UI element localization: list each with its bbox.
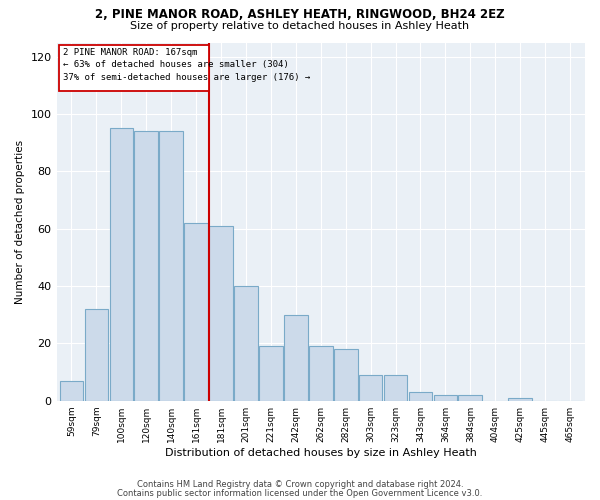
Bar [359, 375, 382, 400]
Text: Contains public sector information licensed under the Open Government Licence v3: Contains public sector information licen… [118, 488, 482, 498]
Bar [309, 346, 332, 401]
Bar [110, 128, 133, 400]
Bar [59, 380, 83, 400]
Bar [284, 314, 308, 400]
X-axis label: Distribution of detached houses by size in Ashley Heath: Distribution of detached houses by size … [165, 448, 477, 458]
Bar [434, 395, 457, 400]
Bar [259, 346, 283, 401]
Bar [234, 286, 258, 401]
Bar [508, 398, 532, 400]
Text: Size of property relative to detached houses in Ashley Heath: Size of property relative to detached ho… [130, 21, 470, 31]
Bar [134, 132, 158, 400]
Text: 2 PINE MANOR ROAD: 167sqm
← 63% of detached houses are smaller (304)
37% of semi: 2 PINE MANOR ROAD: 167sqm ← 63% of detac… [63, 48, 310, 82]
Bar [384, 375, 407, 400]
Bar [458, 395, 482, 400]
Bar [334, 349, 358, 401]
Bar [409, 392, 433, 400]
Y-axis label: Number of detached properties: Number of detached properties [15, 140, 25, 304]
FancyBboxPatch shape [59, 46, 209, 91]
Bar [85, 309, 108, 400]
Text: Contains HM Land Registry data © Crown copyright and database right 2024.: Contains HM Land Registry data © Crown c… [137, 480, 463, 489]
Text: 2, PINE MANOR ROAD, ASHLEY HEATH, RINGWOOD, BH24 2EZ: 2, PINE MANOR ROAD, ASHLEY HEATH, RINGWO… [95, 8, 505, 20]
Bar [160, 132, 183, 400]
Bar [184, 223, 208, 400]
Bar [209, 226, 233, 400]
